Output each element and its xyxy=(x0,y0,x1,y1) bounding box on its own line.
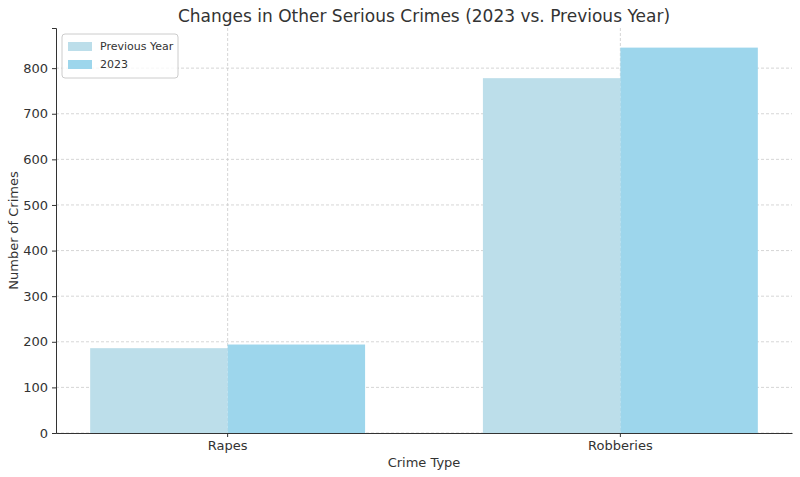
tick-label: 800 xyxy=(23,61,48,76)
tick-label: 400 xyxy=(23,243,48,258)
tick-mark xyxy=(52,68,56,69)
tick-label: 700 xyxy=(23,106,48,121)
legend-swatch xyxy=(68,42,92,51)
legend-label: Previous Year xyxy=(100,40,174,53)
tick-label: 500 xyxy=(23,198,48,213)
tick-label: 600 xyxy=(23,152,48,167)
tick: Rapes xyxy=(208,433,248,453)
tick-label: Rapes xyxy=(208,438,248,453)
legend-item: Previous Year xyxy=(68,40,174,53)
tick-mark xyxy=(52,387,56,388)
bar xyxy=(483,78,620,433)
tick-mark xyxy=(52,159,56,160)
bar xyxy=(228,345,365,433)
tick-mark xyxy=(52,114,56,115)
tick-mark xyxy=(227,433,228,437)
tick: 700 xyxy=(23,106,56,121)
legend: Previous Year 2023 xyxy=(62,34,178,78)
tick-mark xyxy=(52,205,56,206)
plot: 0 100 200 300 400 500 600 700 800 Rapes Robberies P… xyxy=(23,28,792,453)
legend-swatch xyxy=(68,60,92,69)
tick-mark xyxy=(52,433,56,434)
tick-label: 100 xyxy=(23,380,48,395)
tick: 500 xyxy=(23,198,56,213)
tick: 300 xyxy=(23,289,56,304)
tick: 800 xyxy=(23,61,56,76)
tick: 200 xyxy=(23,334,56,349)
tick: Robberies xyxy=(588,433,653,453)
bar xyxy=(620,48,757,433)
tick: 600 xyxy=(23,152,56,167)
tick-label: 0 xyxy=(40,426,48,441)
grid xyxy=(56,28,792,433)
legend-frame xyxy=(62,34,178,78)
title: Changes in Other Serious Crimes (2023 vs… xyxy=(178,6,670,26)
bar xyxy=(90,348,227,433)
tick-mark xyxy=(620,433,621,437)
legend-label: 2023 xyxy=(100,58,128,71)
chart: 0 100 200 300 400 500 600 700 800 Rapes Robberies P… xyxy=(0,0,800,477)
axis-line xyxy=(57,433,793,434)
tick-mark xyxy=(52,342,56,343)
tick-label: Robberies xyxy=(588,438,653,453)
tick-label: 200 xyxy=(23,334,48,349)
tick: 0 xyxy=(40,426,56,441)
y-axis: 0 100 200 300 400 500 600 700 800 xyxy=(23,29,56,441)
axis-line xyxy=(52,29,57,434)
tick-mark xyxy=(52,251,56,252)
legend-item: 2023 xyxy=(68,58,128,71)
bars xyxy=(90,48,758,433)
tick: 100 xyxy=(23,380,56,395)
y-axis-label: Number of Crimes xyxy=(6,171,21,290)
tick: 400 xyxy=(23,243,56,258)
tick-mark xyxy=(52,296,56,297)
x-axis: Rapes Robberies xyxy=(57,433,793,453)
tick-label: 300 xyxy=(23,289,48,304)
x-axis-label: Crime Type xyxy=(388,455,461,470)
